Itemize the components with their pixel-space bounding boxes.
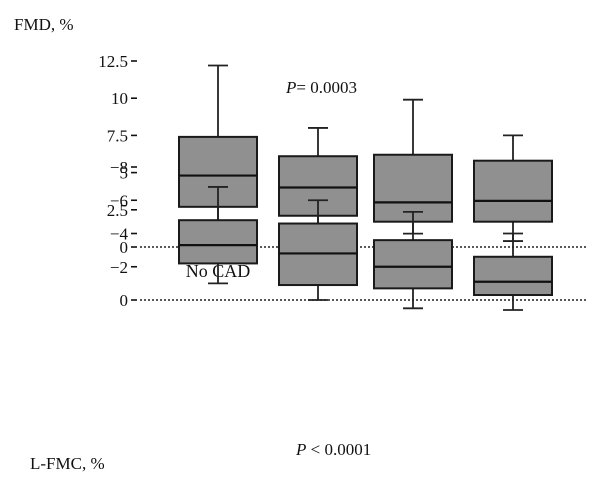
iqr-box — [178, 219, 258, 265]
y-tick-label: 10 — [111, 89, 128, 108]
y-tick-label: 7.5 — [107, 126, 128, 145]
box-group — [473, 134, 553, 242]
top-p-symbol: P — [285, 78, 296, 97]
y-tick-label: −4 — [110, 225, 129, 244]
iqr-box — [473, 159, 553, 223]
y-tick-label: −6 — [110, 191, 128, 210]
bottom-p-value: P < 0.0001 — [295, 440, 371, 459]
y-tick-label: 2.5 — [107, 201, 128, 220]
y-tick-label: 5 — [120, 164, 129, 183]
y-tick-label: 0 — [120, 238, 129, 257]
lfmc-panel: 0−2−4−6−8 — [110, 158, 588, 311]
bottom-y-axis-title: L-FMC, % — [30, 454, 105, 473]
iqr-box — [373, 153, 453, 223]
iqr-box — [473, 255, 553, 297]
box-group — [178, 186, 258, 285]
bottom-p-symbol: P — [295, 440, 306, 459]
top-p-text: = 0.0003 — [296, 78, 357, 97]
box-group — [373, 210, 453, 310]
box-group — [278, 199, 358, 301]
y-tick-label: −8 — [110, 158, 128, 177]
iqr-box — [373, 239, 453, 290]
top-y-axis-title: FMD, % — [14, 15, 74, 34]
y-tick-label: 0 — [120, 291, 129, 310]
box-group — [473, 232, 553, 311]
box-group — [373, 98, 453, 235]
y-tick-label: 12.5 — [98, 52, 128, 71]
y-tick-label: −2 — [110, 258, 128, 277]
top-p-value: P= 0.0003 — [285, 78, 357, 97]
bottom-p-text: < 0.0001 — [306, 440, 371, 459]
